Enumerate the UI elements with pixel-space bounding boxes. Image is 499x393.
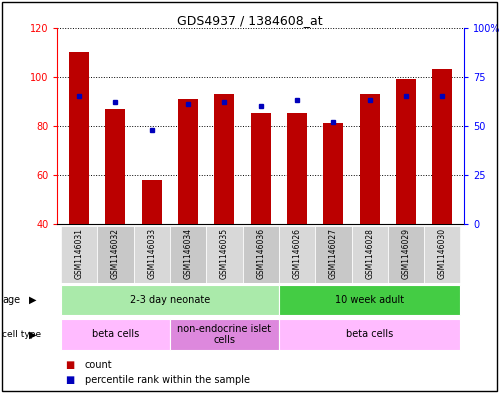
Bar [315,226,351,283]
Bar [142,180,162,224]
Bar [351,226,388,283]
Text: ▶: ▶ [29,330,36,340]
Bar [360,94,380,224]
Bar [279,319,461,350]
Bar [243,226,279,283]
Text: age: age [2,295,20,305]
Text: percentile rank within the sample: percentile rank within the sample [85,375,250,385]
Bar [178,99,198,224]
Bar [105,108,125,224]
Text: GSM1146035: GSM1146035 [220,228,229,279]
Text: GSM1146028: GSM1146028 [365,228,374,279]
Bar [69,52,89,224]
Bar [396,79,416,224]
Bar [287,114,307,224]
Bar [61,285,279,315]
Bar [279,226,315,283]
Text: GSM1146033: GSM1146033 [147,228,156,279]
Bar [134,226,170,283]
Text: GSM1146026: GSM1146026 [292,228,301,279]
Text: ■: ■ [65,375,74,385]
Text: ▶: ▶ [29,295,36,305]
Text: non-endocrine islet
cells: non-endocrine islet cells [177,324,271,345]
Bar [170,319,279,350]
Text: GSM1146029: GSM1146029 [402,228,411,279]
Text: beta cells: beta cells [346,329,393,340]
Text: GSM1146030: GSM1146030 [438,228,447,279]
Bar [388,226,424,283]
Bar [323,123,343,224]
Bar [250,114,271,224]
Text: 2-3 day neonate: 2-3 day neonate [130,295,210,305]
Text: GSM1146027: GSM1146027 [329,228,338,279]
Bar [97,226,134,283]
Bar [206,226,243,283]
Bar [432,69,452,224]
Text: ■: ■ [65,360,74,370]
Bar [170,226,206,283]
Text: 10 week adult: 10 week adult [335,295,404,305]
Bar [61,319,170,350]
Bar [279,285,461,315]
Text: GDS4937 / 1384608_at: GDS4937 / 1384608_at [177,14,322,27]
Text: cell type: cell type [2,331,41,339]
Text: GSM1146032: GSM1146032 [111,228,120,279]
Text: GSM1146031: GSM1146031 [75,228,84,279]
Bar [215,94,235,224]
Text: count: count [85,360,112,370]
Text: beta cells: beta cells [92,329,139,340]
Bar [61,226,97,283]
Bar [424,226,461,283]
Text: GSM1146034: GSM1146034 [184,228,193,279]
Text: GSM1146036: GSM1146036 [256,228,265,279]
